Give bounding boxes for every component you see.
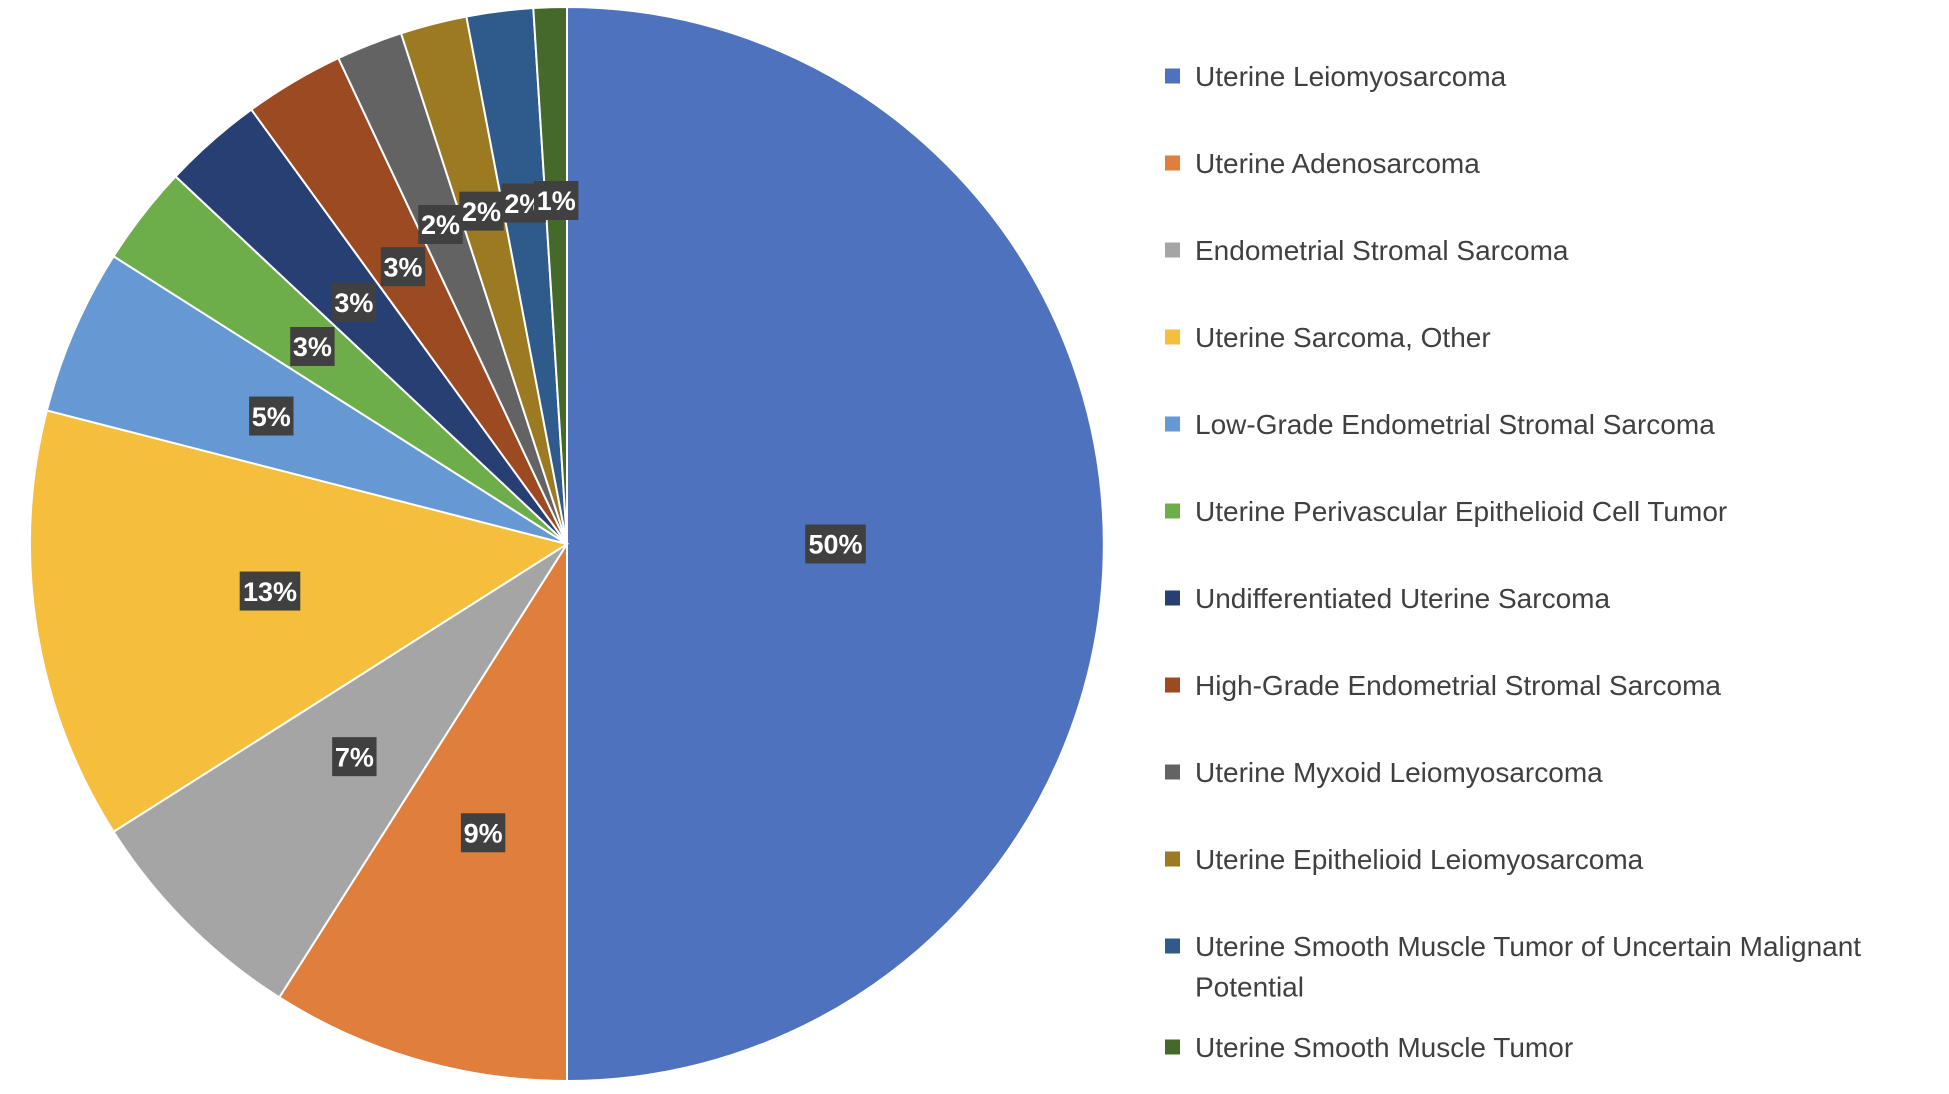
data-label-text: 2%: [421, 210, 460, 240]
legend-label: Uterine Smooth Muscle Tumor of Uncertain…: [1195, 931, 1861, 1003]
data-label-text: 1%: [537, 186, 576, 216]
legend-marker: [1165, 242, 1180, 258]
data-label-uterine-smooth-muscle-tumor: 1%: [534, 180, 579, 220]
data-label-box: [239, 571, 301, 611]
legend-marker: [1165, 764, 1180, 780]
legend-label: Endometrial Stromal Sarcoma: [1195, 235, 1569, 266]
legend-item-uterine-smooth-muscle-tumor: Uterine Smooth Muscle Tumor: [1165, 1032, 1573, 1063]
legend-item-uterine-leiomyosarcoma: Uterine Leiomyosarcoma: [1165, 61, 1507, 92]
legend-item-endometrial-stromal-sarcoma: Endometrial Stromal Sarcoma: [1165, 235, 1569, 266]
data-label-low-grade-endometrial-stromal-sarcoma: 5%: [249, 396, 294, 436]
data-label-box: [331, 282, 377, 322]
data-label-undifferentiated-uterine-sarcoma: 3%: [331, 282, 377, 322]
pie-slice-uterine-sarcoma-other: [29, 409, 570, 834]
data-label-box: [459, 191, 504, 231]
legend-marker: [1165, 1039, 1180, 1055]
legend-item-high-grade-endometrial-stromal-sarcoma: High-Grade Endometrial Stromal Sarcoma: [1165, 670, 1721, 701]
legend-item-uterine-myxoid-leiomyosarcoma: Uterine Myxoid Leiomyosarcoma: [1165, 757, 1603, 788]
legend-marker: [1165, 851, 1180, 867]
legend-label: Uterine Myxoid Leiomyosarcoma: [1195, 757, 1603, 788]
legend-marker: [1165, 677, 1180, 693]
legend-label: Uterine Adenosarcoma: [1195, 148, 1480, 179]
data-label-text: 9%: [464, 818, 503, 848]
legend-item-uterine-epithelioid-leiomyosarcoma: Uterine Epithelioid Leiomyosarcoma: [1165, 844, 1644, 875]
pie-slice-low-grade-endometrial-stromal-sarcoma: [45, 254, 568, 545]
legend-item-uterine-smooth-muscle-tumor-of-uncertain-malignant-potential: Uterine Smooth Muscle Tumor of Uncertain…: [1165, 931, 1861, 1003]
data-label-box: [534, 180, 579, 220]
legend-marker: [1165, 503, 1180, 519]
data-label-box: [380, 247, 426, 287]
data-label-uterine-leiomyosarcoma: 50%: [805, 524, 866, 564]
legend-label: Undifferentiated Uterine Sarcoma: [1195, 583, 1610, 614]
legend-label: Uterine Perivascular Epithelioid Cell Tu…: [1195, 496, 1727, 527]
data-label-uterine-sarcoma-other: 13%: [239, 571, 301, 611]
legend-marker: [1165, 68, 1180, 84]
legend-label: Uterine Sarcoma, Other: [1195, 322, 1491, 353]
legend-label: Low-Grade Endometrial Stromal Sarcoma: [1195, 409, 1715, 440]
legend-marker: [1165, 938, 1180, 954]
pie-data-labels: 50%9%7%13%5%3%3%3%2% 2% 2%1%: [239, 180, 866, 853]
data-label-box: [418, 204, 463, 244]
data-label-box: [332, 737, 377, 777]
data-label-uterine-perivascular-epithelioid-cell-tumor: 3%: [290, 327, 335, 367]
data-label-uterine-epithelioid-leiomyosarcoma: 2%: [459, 191, 504, 231]
data-label-text: 13%: [243, 577, 297, 607]
data-label-uterine-adenosarcoma: 9%: [460, 813, 506, 853]
legend-item-undifferentiated-uterine-sarcoma: Undifferentiated Uterine Sarcoma: [1165, 583, 1610, 614]
legend-label: High-Grade Endometrial Stromal Sarcoma: [1195, 670, 1721, 701]
data-label-box: [460, 813, 506, 853]
data-label-high-grade-endometrial-stromal-sarcoma: 3%: [380, 247, 426, 287]
legend-item-uterine-sarcoma-other: Uterine Sarcoma, Other: [1165, 322, 1491, 353]
data-label-text: 3%: [293, 332, 332, 362]
legend-label: Uterine Leiomyosarcoma: [1195, 61, 1507, 92]
legend-item-uterine-perivascular-epithelioid-cell-tumor: Uterine Perivascular Epithelioid Cell Tu…: [1165, 496, 1727, 527]
pie-slices: [29, 5, 1105, 1083]
legend-item-low-grade-endometrial-stromal-sarcoma: Low-Grade Endometrial Stromal Sarcoma: [1165, 409, 1715, 440]
data-label-uterine-myxoid-leiomyosarcoma: 2%: [418, 204, 463, 244]
data-label-endometrial-stromal-sarcoma: 7%: [332, 737, 377, 777]
legend-marker: [1165, 590, 1180, 606]
pie-slice-uterine-smooth-muscle-tumor: [532, 5, 568, 545]
legend-marker: [1165, 329, 1180, 345]
data-label-box: [290, 327, 335, 367]
legend-marker: [1165, 155, 1180, 171]
pie-slice-uterine-adenosarcoma: [277, 540, 568, 1083]
legend-label: Uterine Smooth Muscle Tumor: [1195, 1032, 1573, 1063]
data-label-box: [805, 524, 866, 564]
data-label-text: 3%: [334, 288, 373, 318]
data-label-text: 3%: [383, 252, 422, 282]
data-label-box: [249, 396, 294, 436]
data-label-text: 50%: [808, 530, 862, 560]
data-label-text: 7%: [335, 742, 374, 772]
data-label-text: 2%: [462, 197, 501, 227]
data-label-text: 5%: [252, 402, 291, 432]
legend: Uterine Leiomyosarcoma Uterine Adenosarco…: [1165, 61, 1861, 1063]
legend-marker: [1165, 416, 1180, 432]
legend-item-uterine-adenosarcoma: Uterine Adenosarcoma: [1165, 148, 1480, 179]
legend-label: Uterine Epithelioid Leiomyosarcoma: [1195, 844, 1644, 875]
